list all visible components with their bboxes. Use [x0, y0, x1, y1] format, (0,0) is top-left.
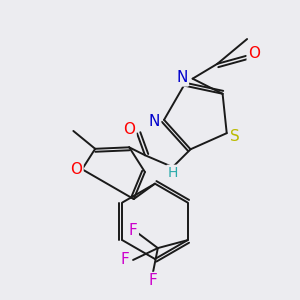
Text: H: H: [167, 166, 178, 180]
Text: F: F: [148, 273, 157, 288]
Text: S: S: [230, 129, 239, 144]
Text: O: O: [123, 122, 135, 137]
Text: N: N: [176, 70, 188, 85]
Text: O: O: [248, 46, 260, 62]
Text: F: F: [121, 253, 130, 268]
Text: F: F: [129, 223, 137, 238]
Text: N: N: [148, 114, 160, 129]
Text: O: O: [70, 162, 82, 177]
